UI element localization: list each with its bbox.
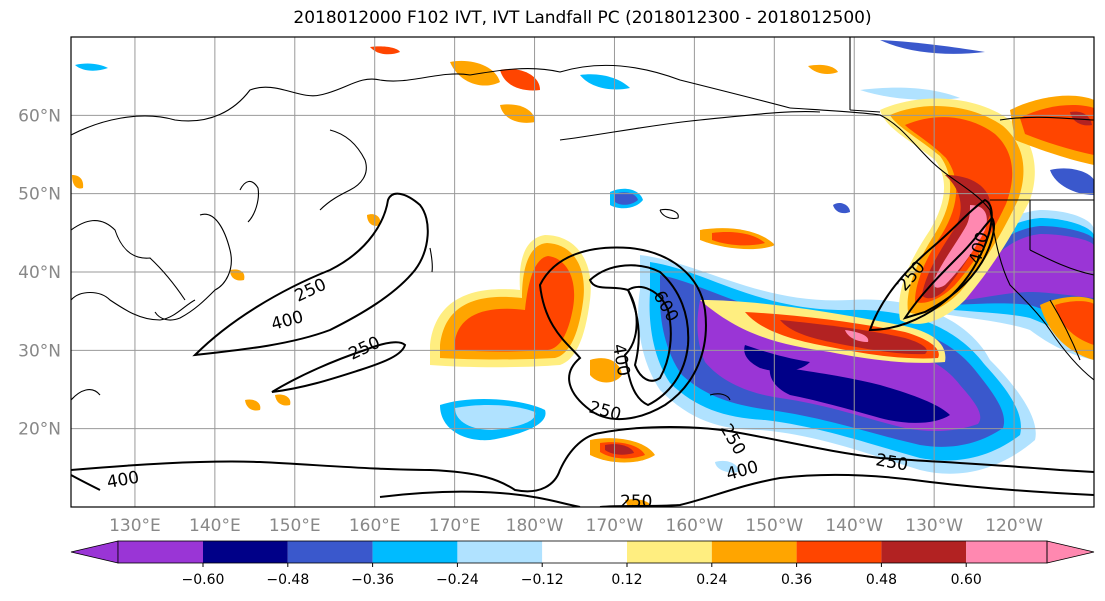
- colorbar-labels: −0.60 −0.48 −0.36 −0.24 −0.12 0.12 0.24 0.36 0.4…: [182, 563, 982, 588]
- longitude-label: 170°E: [429, 516, 481, 536]
- colorbar-tick-label: 0.12: [611, 572, 642, 588]
- latitude-label: 20°N: [18, 420, 61, 440]
- colorbar-segment: [372, 541, 458, 563]
- colorbar-tick-label: 0.24: [696, 572, 727, 588]
- longitude-label: 140°E: [189, 516, 241, 536]
- ivt-contours: [71, 192, 1094, 507]
- longitude-label: 130°W: [905, 516, 963, 536]
- colorbar-tick-label: −0.24: [436, 572, 479, 588]
- map-frame: [70, 36, 1095, 508]
- longitude-label: 150°W: [745, 516, 803, 536]
- colorbar-segment: [881, 541, 967, 563]
- longitude-label: 180°W: [506, 516, 564, 536]
- colorbar: [70, 540, 1095, 564]
- longitude-labels: 130°E 140°E 150°E 160°E 170°E 180°W 170°W 160°W…: [109, 516, 1043, 536]
- map-title: 2018012000 F102 IVT, IVT Landfall PC (20…: [293, 8, 872, 28]
- gridlines: [71, 37, 1094, 507]
- colorbar-tick-label: 0.60: [951, 572, 982, 588]
- colorbar-tick-label: −0.48: [266, 572, 309, 588]
- longitude-label: 140°W: [825, 516, 883, 536]
- colorbar-tick-label: 0.36: [781, 572, 812, 588]
- latitude-label: 30°N: [18, 341, 61, 361]
- positive-anomaly-field: [72, 46, 1094, 507]
- longitude-label: 120°W: [985, 516, 1043, 536]
- colorbar-segment: [966, 541, 1047, 563]
- longitude-label: 160°W: [666, 516, 724, 536]
- colorbar-segment: [711, 541, 797, 563]
- colorbar-segment: [287, 541, 373, 563]
- colorbar-segment: [627, 541, 712, 563]
- colorbar-segment: [118, 541, 203, 563]
- colorbar-tick-label: −0.12: [521, 572, 564, 588]
- colorbar-extend-high: [1046, 540, 1095, 564]
- longitude-label: 170°W: [586, 516, 644, 536]
- colorbar-tick-label: −0.36: [351, 572, 394, 588]
- latitude-label: 60°N: [18, 106, 61, 126]
- latitude-label: 50°N: [18, 185, 61, 205]
- longitude-label: 130°E: [109, 516, 161, 536]
- longitude-label: 160°E: [349, 516, 401, 536]
- coastlines: [71, 37, 1094, 401]
- longitude-label: 150°E: [269, 516, 321, 536]
- colorbar-tick-label: −0.60: [182, 572, 225, 588]
- colorbar-segment: [542, 541, 627, 563]
- latitude-labels: 60°N 50°N 40°N 30°N 20°N: [18, 106, 61, 439]
- contour-label: 250: [620, 492, 652, 512]
- colorbar-tick-label: 0.48: [866, 572, 897, 588]
- colorbar-segment: [457, 541, 543, 563]
- colorbar-segment: [203, 541, 288, 563]
- colorbar-extend-low: [70, 540, 119, 564]
- map-area: 250 400 250 600 400 250 250 400 250 250 …: [71, 37, 1094, 512]
- colorbar-outline: [117, 540, 1048, 564]
- latitude-label: 40°N: [18, 263, 61, 283]
- colorbar-segment: [796, 541, 882, 563]
